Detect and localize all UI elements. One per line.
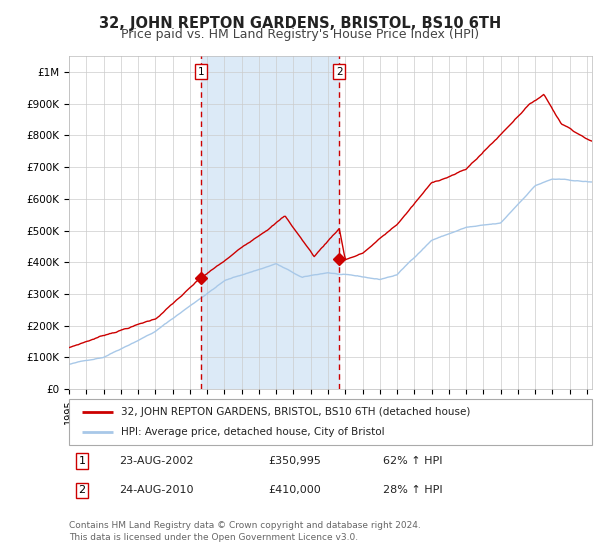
Text: 28% ↑ HPI: 28% ↑ HPI (383, 486, 443, 496)
Text: 24-AUG-2010: 24-AUG-2010 (119, 486, 193, 496)
Text: 62% ↑ HPI: 62% ↑ HPI (383, 456, 442, 466)
Text: HPI: Average price, detached house, City of Bristol: HPI: Average price, detached house, City… (121, 427, 385, 437)
Text: 2: 2 (79, 486, 86, 496)
Text: 32, JOHN REPTON GARDENS, BRISTOL, BS10 6TH: 32, JOHN REPTON GARDENS, BRISTOL, BS10 6… (99, 16, 501, 31)
Text: 2: 2 (336, 67, 343, 77)
Text: 1: 1 (198, 67, 205, 77)
Text: £410,000: £410,000 (268, 486, 320, 496)
Bar (201, 56, 339, 389)
FancyBboxPatch shape (69, 399, 592, 445)
Text: Contains HM Land Registry data © Crown copyright and database right 2024.
This d: Contains HM Land Registry data © Crown c… (69, 521, 421, 542)
Text: £350,995: £350,995 (268, 456, 320, 466)
Text: Price paid vs. HM Land Registry's House Price Index (HPI): Price paid vs. HM Land Registry's House … (121, 28, 479, 41)
Text: 1: 1 (79, 456, 86, 466)
Text: 23-AUG-2002: 23-AUG-2002 (119, 456, 193, 466)
Text: 32, JOHN REPTON GARDENS, BRISTOL, BS10 6TH (detached house): 32, JOHN REPTON GARDENS, BRISTOL, BS10 6… (121, 407, 470, 417)
